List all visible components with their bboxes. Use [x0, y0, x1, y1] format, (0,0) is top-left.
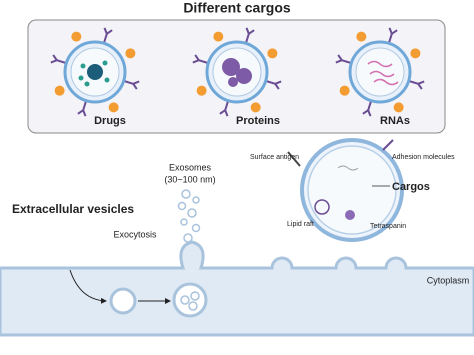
decor-dot — [410, 48, 421, 59]
detail-label: Surface antigen — [250, 154, 299, 161]
decor-antibody — [132, 80, 140, 85]
surface-antigen — [287, 151, 301, 167]
exosome-bubble — [187, 208, 197, 218]
decorations — [50, 27, 425, 243]
cargo-vesicle — [314, 199, 330, 215]
decor-dot — [213, 31, 224, 42]
drug — [80, 63, 86, 69]
decor-antibody — [367, 100, 373, 111]
decor-antibody — [388, 27, 393, 35]
decor-antibody — [106, 29, 113, 35]
decor-antibody — [391, 29, 398, 35]
decor-dot — [196, 85, 207, 96]
exocytosis-label: Exocytosis — [113, 229, 157, 239]
exosome-bubble — [180, 218, 188, 226]
decor-antibody — [219, 109, 226, 115]
intraluminal-vesicle — [190, 291, 200, 301]
cargo-label: Drugs — [94, 115, 126, 127]
decor-antibody — [245, 27, 250, 35]
intraluminal-vesicle — [188, 301, 198, 311]
decor-antibody — [408, 79, 419, 85]
detail-label: Tetraspanin — [370, 223, 406, 230]
detail-label: Adhesion molecules — [392, 154, 455, 161]
decor-antibody — [224, 109, 229, 117]
decor-antibody — [82, 109, 87, 117]
rna — [369, 70, 395, 78]
cytoplasm-label: Cytoplasm — [427, 275, 470, 285]
decor-dot — [267, 48, 278, 59]
decor-antibody — [194, 54, 200, 61]
exosome-bubble — [183, 233, 193, 243]
decor-antibody — [123, 79, 134, 85]
decor-antibody — [417, 83, 423, 90]
arrow — [69, 269, 107, 304]
mvb — [172, 282, 208, 318]
decor-antibody — [56, 59, 67, 65]
decor-dot — [339, 85, 350, 96]
panel-title: Different cargos — [183, 0, 291, 16]
decor-antibody — [417, 80, 425, 85]
exosome-bubble — [191, 223, 201, 233]
decor-antibody — [248, 29, 255, 35]
detail-label: Lipid raft — [287, 221, 314, 228]
decor-dot — [250, 102, 261, 113]
decor-antibody — [198, 59, 209, 65]
exosome-bubble — [192, 196, 200, 204]
protein — [236, 68, 252, 84]
decor-antibody — [265, 79, 276, 85]
decor-antibody — [274, 83, 280, 90]
decor-antibody — [387, 33, 393, 44]
decor-antibody — [337, 54, 343, 61]
cargo-protein — [345, 210, 355, 220]
rna — [373, 78, 399, 86]
cargo-rna — [337, 165, 359, 171]
decor-antibody — [341, 59, 352, 65]
exosome-inner — [307, 145, 397, 235]
drug — [102, 60, 108, 66]
exosome-bubble — [177, 201, 187, 211]
cargo-label: RNAs — [380, 115, 410, 127]
decor-antibody — [52, 54, 58, 61]
decor-dot — [54, 85, 65, 96]
decor-antibody — [244, 33, 250, 44]
size-label: (30~100 nm) — [164, 174, 215, 184]
rna — [367, 60, 393, 68]
drug — [84, 81, 90, 87]
decor-antibody — [82, 100, 88, 111]
decor-antibody — [132, 83, 138, 90]
decor-dot — [393, 102, 404, 113]
drug — [78, 75, 84, 81]
detail-label: Cargos — [392, 181, 430, 193]
diagram-title: Extracellular vesicles — [12, 202, 134, 216]
decor-antibody — [362, 109, 369, 115]
decor-dot — [71, 31, 82, 42]
drug — [104, 77, 110, 83]
exosome-bubble — [181, 189, 191, 199]
decor-dot — [108, 102, 119, 113]
decor-antibody — [192, 59, 200, 64]
decor-antibody — [335, 59, 343, 64]
decor-antibody — [224, 100, 230, 111]
endosome — [109, 287, 137, 315]
decor-antibody — [50, 59, 58, 64]
exosomes-label: Exosomes — [169, 162, 212, 172]
intraluminal-vesicle — [180, 295, 190, 305]
cargo-label: Proteins — [236, 115, 280, 127]
decor-antibody — [274, 80, 282, 85]
cell-membrane — [0, 240, 474, 337]
drug — [87, 64, 103, 80]
decor-antibody — [77, 109, 84, 115]
decor-dot — [125, 48, 136, 59]
adhesion-molecule — [382, 139, 394, 151]
protein — [228, 77, 238, 87]
protein — [222, 58, 240, 76]
decor-dot — [356, 31, 367, 42]
decor-antibody — [367, 109, 372, 117]
decor-antibody — [102, 33, 108, 44]
decor-antibody — [103, 27, 108, 35]
